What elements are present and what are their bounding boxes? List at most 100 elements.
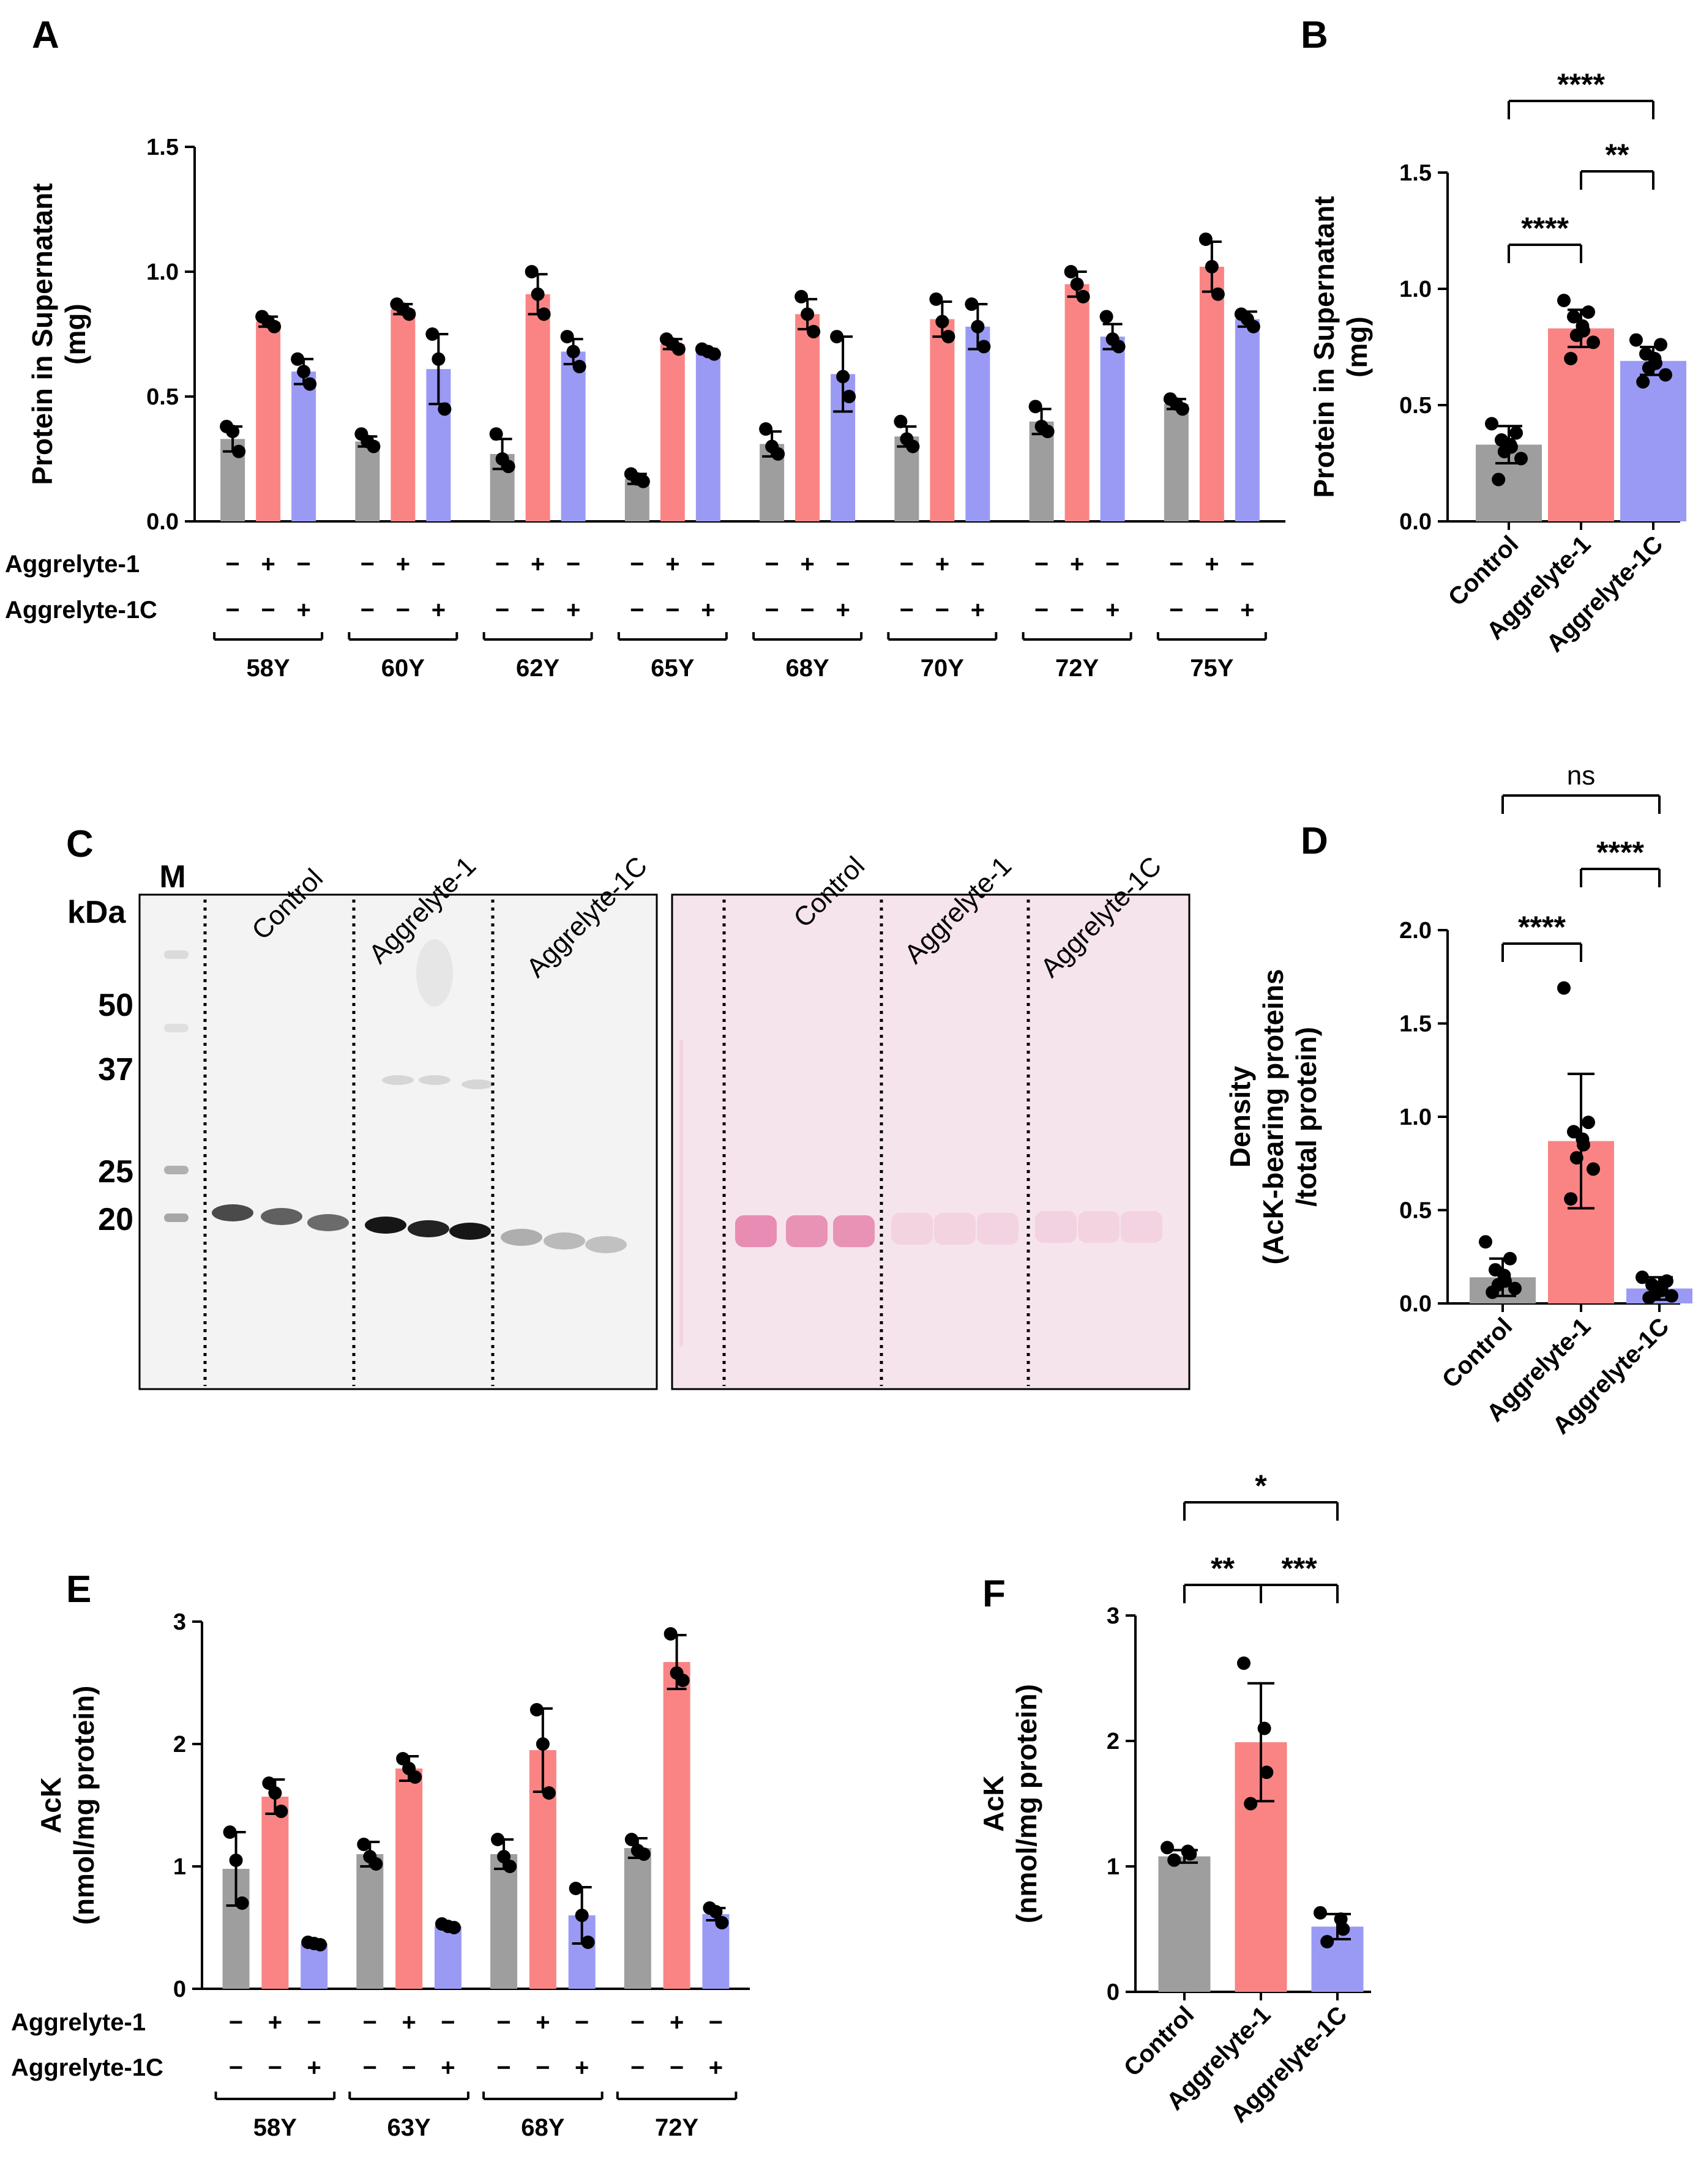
data-point: [1564, 352, 1578, 365]
y-axis-title-line: Protein in Supernatant: [1308, 196, 1340, 498]
x-tick-label: Control: [1119, 2001, 1200, 2082]
panel-label-C: C: [66, 823, 94, 865]
treatment-sign: −: [1034, 551, 1049, 578]
treatment-sign: −: [765, 551, 779, 578]
protein-band: [585, 1236, 627, 1253]
data-point: [447, 1921, 461, 1934]
kda-marker-label: 37: [98, 1052, 133, 1087]
bar: [663, 1662, 690, 1989]
treatment-sign: −: [229, 2054, 243, 2081]
treatment-sign: −: [225, 551, 239, 578]
data-point: [1564, 1192, 1578, 1206]
data-point: [489, 427, 503, 441]
group-label: 72Y: [655, 2114, 698, 2141]
marker-band: [164, 1166, 189, 1174]
group-label: 68Y: [521, 2114, 564, 2141]
treatment-sign: −: [566, 551, 580, 578]
data-point: [1659, 368, 1672, 382]
data-point: [1260, 1765, 1274, 1780]
y-tick-label: 1: [1107, 1854, 1120, 1880]
data-point: [501, 460, 515, 474]
bar: [930, 319, 955, 521]
treatment-sign: −: [361, 551, 375, 578]
data-point: [1577, 1138, 1590, 1152]
treatment-sign: +: [670, 2009, 684, 2036]
y-tick-label: 0.5: [1399, 1198, 1432, 1224]
group-label: 75Y: [1190, 655, 1233, 682]
data-point: [1479, 1235, 1492, 1249]
significance-label: ****: [1521, 211, 1569, 245]
data-point: [537, 307, 551, 321]
data-point: [1508, 1281, 1522, 1295]
treatment-sign: −: [765, 597, 779, 624]
data-point: [1070, 277, 1084, 291]
treatment-sign: −: [496, 2009, 510, 2036]
group-label: 63Y: [387, 2114, 431, 2141]
y-tick-label: 0.0: [1399, 509, 1432, 535]
data-point: [1320, 1935, 1334, 1948]
data-point: [223, 1825, 237, 1839]
data-point: [566, 345, 580, 359]
treatment-sign: −: [630, 551, 644, 578]
data-point: [1636, 1270, 1649, 1284]
treatment-sign: −: [396, 597, 410, 624]
data-point: [491, 1833, 505, 1846]
data-point: [313, 1938, 327, 1951]
data-point: [935, 315, 949, 329]
data-point: [1485, 417, 1498, 431]
group-label: 60Y: [381, 655, 425, 682]
y-axis-title-line: (AcK-bearing proteins: [1257, 969, 1289, 1264]
treatment-sign: −: [709, 2009, 723, 2036]
treatment-sign: +: [1240, 597, 1254, 624]
kda-label: kDa: [67, 895, 126, 930]
treatment-sign: +: [441, 2054, 455, 2081]
data-point: [1503, 1251, 1517, 1265]
group-label: 58Y: [253, 2114, 297, 2141]
faint-band: [382, 1075, 414, 1085]
data-point: [425, 327, 439, 341]
faint-band: [419, 1075, 450, 1085]
data-point: [503, 1860, 517, 1873]
data-point: [1569, 329, 1583, 342]
data-point: [676, 1674, 690, 1687]
treatment-sign: −: [1070, 597, 1084, 624]
data-point: [1041, 425, 1055, 439]
protein-band: [544, 1232, 585, 1250]
treatment-sign: +: [566, 597, 580, 624]
treatment-sign: −: [1240, 551, 1254, 578]
treatment-sign: −: [575, 2009, 589, 2036]
data-point: [1492, 472, 1506, 486]
data-point: [408, 1770, 422, 1784]
treatment-sign: +: [665, 551, 679, 578]
treatment-sign: −: [935, 597, 949, 624]
data-point: [807, 324, 821, 338]
bar: [261, 1797, 289, 1989]
y-tick-label: 1: [173, 1854, 186, 1880]
data-point: [637, 1847, 651, 1861]
data-point: [1514, 452, 1528, 466]
treatment-sign: −: [836, 551, 850, 578]
bar: [301, 1944, 328, 1989]
y-tick-label: 2: [173, 1732, 186, 1757]
treatment-sign: +: [701, 597, 715, 624]
y-tick-label: 1.0: [1399, 277, 1432, 302]
significance-label: ****: [1557, 67, 1605, 102]
treatment-sign: −: [496, 2054, 510, 2081]
treatment-sign: −: [1105, 551, 1120, 578]
y-axis-title-line: (nmol/mg protein): [68, 1686, 100, 1925]
bar: [965, 326, 990, 521]
bar: [490, 1854, 518, 1989]
data-point: [536, 1737, 550, 1751]
treatment-sign: −: [630, 2054, 645, 2081]
data-point: [1205, 259, 1219, 274]
data-point: [267, 319, 282, 334]
data-point: [1112, 340, 1126, 354]
treatment-row-label: Aggrelyte-1: [5, 551, 140, 578]
data-point: [771, 447, 785, 461]
protein-band: [212, 1204, 253, 1221]
data-point: [529, 1703, 544, 1716]
western-blot-image: [138, 893, 658, 1390]
data-point: [1198, 232, 1213, 246]
